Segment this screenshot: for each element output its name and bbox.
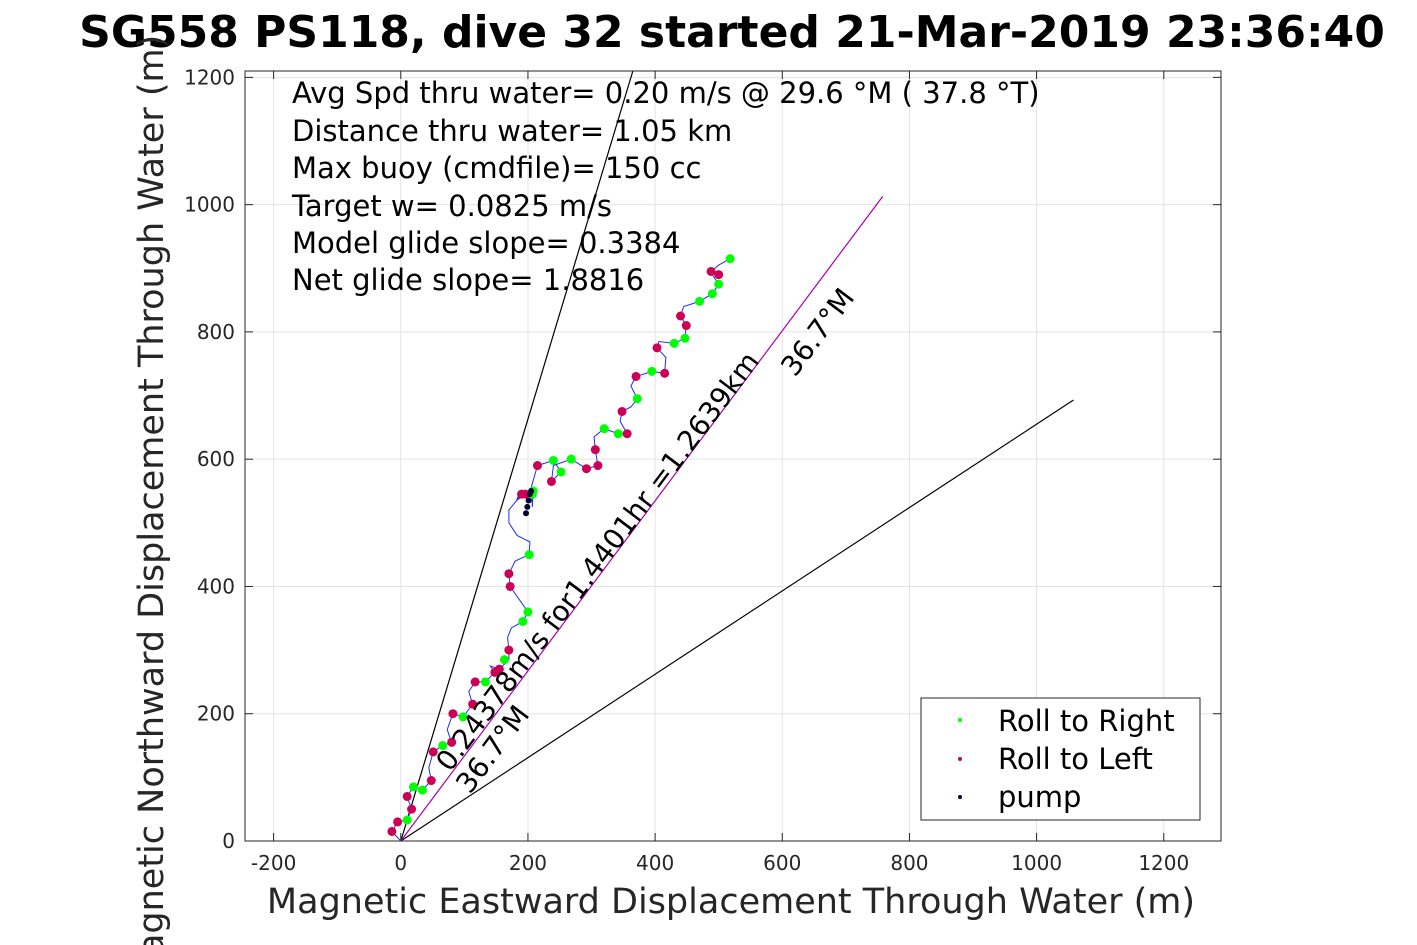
plot-content <box>387 71 1074 841</box>
point-roll-to-right <box>566 454 576 464</box>
point-roll-to-right <box>680 333 690 343</box>
legend-label-roll-right: Roll to Right <box>998 704 1175 738</box>
y-tick-label: 400 <box>197 574 235 598</box>
point-roll-to-left <box>468 699 478 709</box>
point-roll-to-right <box>438 741 448 751</box>
reference-line-right-bound <box>400 399 1074 841</box>
point-roll-to-left <box>428 747 438 757</box>
y-tick-label: 1000 <box>184 193 235 217</box>
point-roll-to-left <box>426 776 436 786</box>
point-roll-to-right <box>725 254 735 264</box>
point-roll-to-right <box>714 279 724 289</box>
y-axis-ticks: 0 200 400 600 800 1000 1200 <box>184 65 1221 853</box>
annotation-target-w: Target w= 0.0825 m/s <box>291 189 612 223</box>
point-roll-to-right <box>613 429 623 439</box>
x-tick-label: 200 <box>509 851 547 875</box>
point-roll-to-right <box>480 677 490 687</box>
point-roll-to-right <box>647 366 657 376</box>
point-roll-to-right <box>695 296 705 306</box>
point-roll-to-right <box>523 607 533 617</box>
point-pump <box>528 488 535 494</box>
point-roll-to-right <box>556 467 566 477</box>
y-tick-label: 800 <box>197 320 235 344</box>
annotation-max-buoy: Max buoy (cmdfile)= 150 cc <box>292 151 701 185</box>
point-roll-to-left <box>714 270 724 280</box>
point-roll-to-left <box>593 461 603 471</box>
legend-label-pump: pump <box>998 780 1081 814</box>
point-roll-to-right <box>599 424 609 434</box>
y-tick-label: 600 <box>197 447 235 471</box>
point-roll-to-left <box>448 709 458 719</box>
point-roll-to-right <box>458 712 468 722</box>
point-roll-to-left <box>681 321 691 331</box>
point-roll-to-left <box>407 804 417 814</box>
point-roll-to-left <box>676 311 686 321</box>
x-tick-label: 1000 <box>1011 851 1062 875</box>
point-roll-to-left <box>520 489 530 499</box>
plot-frame <box>244 70 1222 842</box>
legend-label-roll-left: Roll to Left <box>998 742 1153 776</box>
point-roll-to-left <box>494 664 504 674</box>
point-roll-to-right <box>632 394 642 404</box>
point-roll-to-left <box>622 429 632 439</box>
point-roll-to-left <box>447 737 457 747</box>
annotation-distance: Distance thru water= 1.05 km <box>292 114 732 148</box>
reference-lines <box>400 71 1074 841</box>
point-roll-to-right <box>524 550 534 560</box>
point-roll-to-left <box>631 371 641 381</box>
point-roll-to-left <box>470 677 480 687</box>
point-roll-to-left <box>546 476 556 486</box>
annotation-net-slope: Net glide slope= 1.8816 <box>292 263 644 297</box>
x-tick-label: 1200 <box>1138 851 1189 875</box>
annotation-block: Avg Spd thru water= 0.20 m/s @ 29.6 °M (… <box>291 76 1040 297</box>
x-axis-ticks: -200 0 200 400 600 800 1000 1200 <box>251 71 1189 875</box>
point-roll-to-right <box>402 815 412 825</box>
reference-line-net-heading <box>400 196 884 841</box>
point-roll-to-left <box>617 406 627 416</box>
annotation-model-slope: Model glide slope= 0.3384 <box>292 226 680 260</box>
x-tick-label: 400 <box>636 851 674 875</box>
point-roll-to-right <box>707 289 717 299</box>
x-tick-label: -200 <box>251 851 296 875</box>
x-axis-label: Magnetic Eastward Displacement Through W… <box>267 882 1195 922</box>
point-roll-to-left <box>504 645 514 655</box>
point-roll-to-left <box>402 791 412 801</box>
point-roll-to-right <box>518 616 528 626</box>
point-pump <box>525 497 532 504</box>
annotation-avg-speed: Avg Spd thru water= 0.20 m/s @ 29.6 °M (… <box>292 76 1040 110</box>
roll-points <box>387 254 735 836</box>
y-tick-label: 1200 <box>184 65 235 89</box>
point-roll-to-left <box>504 569 514 579</box>
y-axis-label: Magnetic Northward Displacement Through … <box>132 35 172 945</box>
x-tick-label: 0 <box>394 851 407 875</box>
point-pump <box>524 503 531 510</box>
legend: Roll to Right Roll to Left pump <box>920 697 1201 821</box>
point-roll-to-right <box>548 455 558 465</box>
point-roll-to-left <box>393 817 403 827</box>
legend-marker-roll-left <box>958 757 962 761</box>
x-tick-label: 800 <box>890 851 928 875</box>
point-roll-to-left <box>505 581 515 591</box>
point-roll-to-right <box>408 782 418 792</box>
point-roll-to-left <box>387 826 397 836</box>
legend-marker-pump <box>958 795 962 799</box>
chart-title: SG558 PS118, dive 32 started 21-Mar-2019… <box>79 7 1385 58</box>
point-roll-to-right <box>417 785 427 795</box>
y-tick-label: 200 <box>197 702 235 726</box>
point-roll-to-left <box>652 343 662 353</box>
legend-box <box>920 697 1201 821</box>
point-pump <box>523 510 530 517</box>
point-roll-to-left <box>590 445 600 455</box>
point-roll-to-left <box>532 461 542 471</box>
point-roll-to-right <box>669 338 679 348</box>
y-tick-label: 0 <box>222 829 235 853</box>
reference-line-left-bound <box>400 71 634 841</box>
x-tick-label: 600 <box>763 851 801 875</box>
point-roll-to-left <box>706 266 716 276</box>
point-roll-to-right <box>499 655 509 665</box>
point-roll-to-left <box>581 464 591 474</box>
point-roll-to-left <box>660 368 670 378</box>
legend-marker-roll-right <box>958 718 962 722</box>
